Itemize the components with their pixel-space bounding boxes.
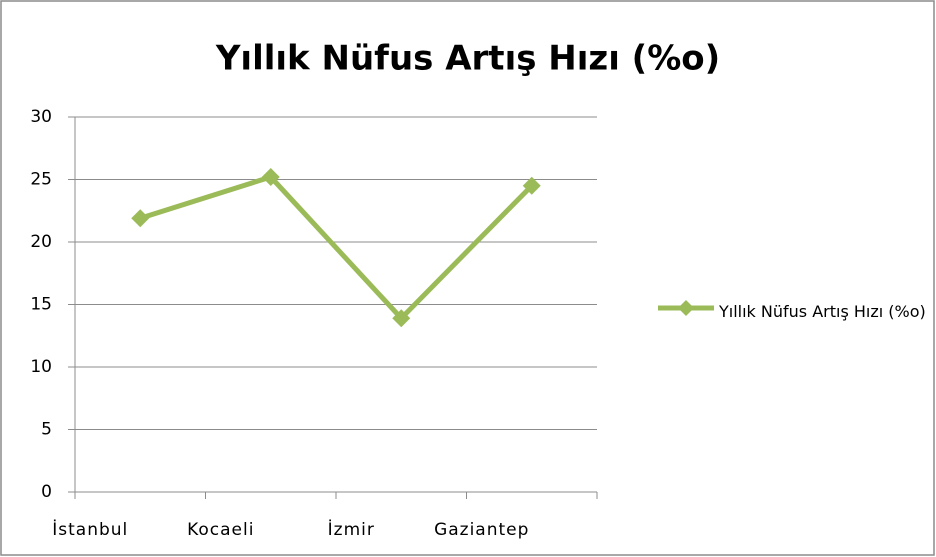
y-tick-label: 5 — [41, 420, 52, 440]
x-tick-label: İstanbul — [52, 519, 128, 540]
data-point — [522, 176, 541, 195]
data-point — [392, 309, 411, 328]
data-point — [131, 209, 150, 228]
x-tick-label: İzmir — [328, 519, 375, 540]
legend-label: Yıllık Nüfus Artış Hızı (%o) — [719, 302, 926, 321]
y-tick-label: 20 — [30, 232, 52, 252]
x-tick-label: Gaziantep — [434, 520, 529, 540]
y-tick-label: 15 — [30, 295, 52, 315]
legend-marker — [678, 300, 694, 316]
x-tick-label: Kocaeli — [187, 520, 254, 540]
y-tick-label: 0 — [41, 482, 52, 502]
chart-title: Yıllık Nüfus Artış Hızı (%o) — [215, 39, 720, 79]
y-tick-label: 25 — [30, 170, 52, 190]
y-tick-label: 10 — [30, 357, 52, 377]
series-line — [139, 174, 534, 321]
y-tick-label: 30 — [30, 107, 52, 127]
data-point — [261, 168, 280, 186]
